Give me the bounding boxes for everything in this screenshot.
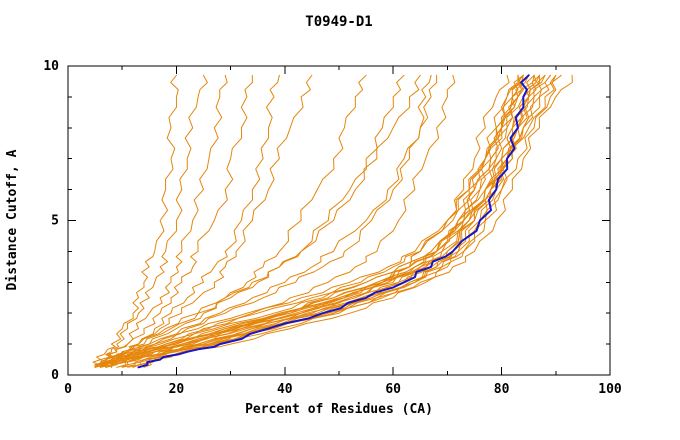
model-19-line	[121, 74, 551, 368]
x-tick-label: 100	[598, 382, 622, 397]
model-08-line	[105, 74, 537, 368]
model-24-line	[94, 74, 438, 368]
y-tick-label: 10	[43, 59, 59, 74]
x-tick-label: 40	[277, 382, 293, 397]
plot-border	[67, 65, 611, 376]
model-04-line	[110, 74, 530, 368]
model-20-line	[105, 74, 540, 368]
model-17-line	[100, 74, 557, 368]
tick-labels: 0 20 40 60 80 100 0 5 10	[43, 59, 622, 397]
model-12-line	[127, 74, 557, 368]
model-13-line	[105, 74, 546, 368]
x-tick-label: 80	[494, 382, 510, 397]
model-30-line	[99, 74, 228, 368]
model-34-line	[105, 74, 367, 368]
model-28-line	[92, 74, 179, 368]
y-tick-label: 5	[51, 214, 59, 229]
model-21-line	[143, 74, 524, 368]
model-25-line	[99, 74, 432, 368]
x-tick-label: 60	[385, 382, 401, 397]
y-tick-label: 0	[51, 368, 59, 383]
chart-title: T0949-D1	[305, 14, 372, 30]
y-axis-label: Distance Cutoff, A	[5, 149, 20, 290]
x-tick-label: 20	[169, 382, 185, 397]
model-31-line	[94, 74, 253, 368]
model-14-line	[116, 74, 562, 368]
model-03-line	[94, 74, 524, 368]
x-tick-label: 0	[64, 382, 72, 397]
model-22-line	[132, 74, 521, 368]
model-33-line	[94, 74, 313, 368]
plot-frame	[67, 65, 611, 376]
model-18-line	[110, 74, 540, 368]
model-27-line	[100, 74, 405, 368]
model-32-line	[97, 74, 280, 368]
model-23-line	[100, 74, 456, 368]
model-29-line	[94, 74, 208, 368]
series-lines	[92, 74, 573, 369]
best-model-line	[137, 74, 530, 369]
model-02-line	[105, 74, 519, 368]
x-axis-label: Percent of Residues (CA)	[245, 402, 433, 417]
axis-ticks	[67, 65, 611, 376]
